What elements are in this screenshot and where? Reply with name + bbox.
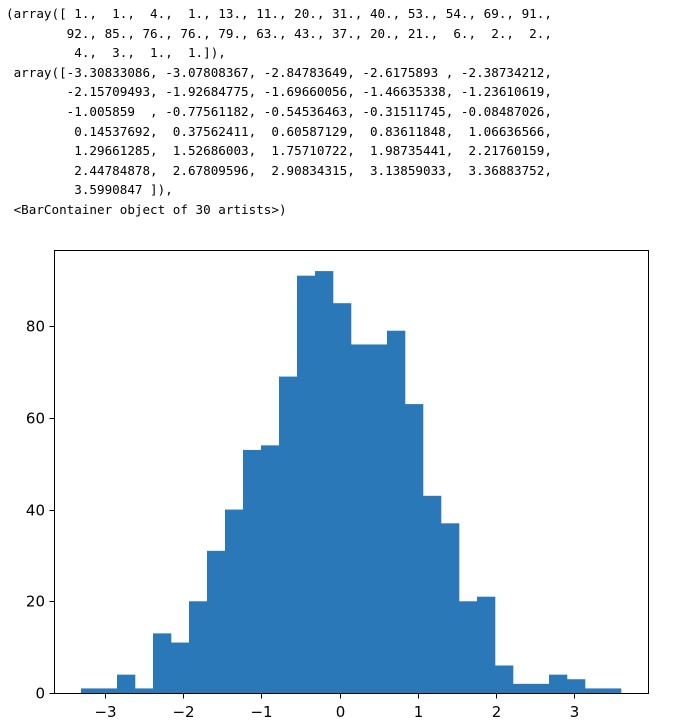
histogram-bar [495,665,514,693]
histogram-bar [315,271,334,693]
output-line: array([-3.30833086, -3.07808367, -2.8478… [6,64,552,80]
histogram-bar [225,509,244,693]
histogram-bar [387,330,406,693]
output-line: 92., 85., 76., 76., 79., 63., 43., 37., … [6,25,552,41]
histogram-bar [351,344,370,693]
x-tick-label: 0 [336,703,346,721]
output-line: 3.5990847 ]), [6,182,173,198]
histogram-bars [81,271,622,693]
y-tick-label: 0 [35,685,45,703]
output-line: -2.15709493, -1.92684775, -1.69660056, -… [6,84,552,100]
x-tick-label: −3 [94,703,116,721]
y-tick-label: 80 [26,318,45,336]
y-tick-label: 60 [26,410,45,428]
histogram-bar [423,495,442,693]
histogram-bar [459,601,478,693]
histogram-bar [531,683,550,693]
histogram-bar [585,688,604,693]
histogram-bar [513,683,532,693]
histogram-bar [279,376,298,693]
output-line: 2.44784878, 2.67809596, 2.90834315, 3.13… [6,162,552,178]
y-axis: 0 20 40 60 80 [26,318,55,703]
output-line: (array([ 1., 1., 4., 1., 13., 11., 20., … [6,6,552,21]
x-tick-label: −1 [250,703,272,721]
histogram-bar [135,688,154,693]
histogram-bar [189,601,208,693]
histogram-bar [369,344,388,693]
histogram-bar [441,523,460,693]
histogram-bar [261,445,280,693]
histogram-bar [243,449,262,693]
axes-frame [54,250,649,694]
histogram-bar [603,688,622,693]
histogram-bar [567,679,586,693]
histogram-bar [297,275,316,693]
histogram-bar [171,642,190,693]
histogram-bar [477,596,496,693]
x-tick-label: 1 [414,703,424,721]
output-line: 0.14537692, 0.37562411, 0.60587129, 0.83… [6,123,552,139]
histogram-bar [549,674,568,693]
histogram-bar [117,674,136,693]
x-tick-label: 3 [570,703,580,721]
histogram-bar [99,688,118,693]
y-tick-label: 40 [26,502,45,520]
output-line: 1.29661285, 1.52686003, 1.75710722, 1.98… [6,143,552,159]
x-tick-label: −2 [172,703,194,721]
output-line: 4., 3., 1., 1.]), [6,45,226,61]
y-tick-label: 20 [26,593,45,611]
histogram-bar [405,404,424,693]
histogram-bar [207,550,226,693]
output-line: -1.005859 , -0.77561182, -0.54536463, -0… [6,103,552,119]
x-axis: −3 −2 −1 0 1 2 3 [94,693,580,721]
x-tick-label: 2 [492,703,502,721]
histogram-bar [333,303,352,693]
histogram-bar [153,633,172,693]
output-line: <BarContainer object of 30 artists>) [6,201,287,217]
histogram-bar [81,688,100,693]
cell-output-text: (array([ 1., 1., 4., 1., 13., 11., 20., … [6,4,676,220]
